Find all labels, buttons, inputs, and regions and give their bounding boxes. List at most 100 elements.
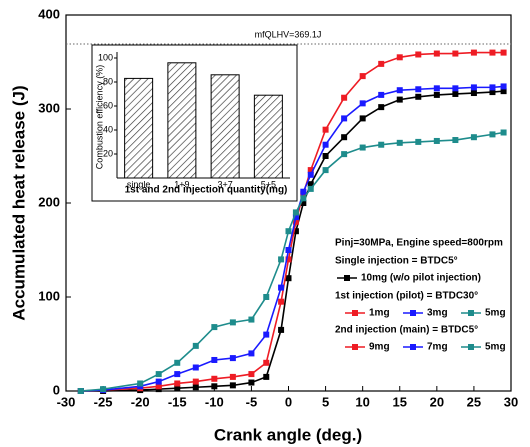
legend-label: 1mg <box>369 308 390 319</box>
marker <box>415 86 422 93</box>
inset-y-tick-label: 80 <box>103 76 113 86</box>
marker <box>489 89 496 96</box>
inset-x-tick-label: 5+5 <box>261 179 276 189</box>
marker <box>263 359 270 366</box>
marker <box>452 50 459 57</box>
marker <box>396 87 403 94</box>
x-axis-label: Crank angle (deg.) <box>214 425 362 444</box>
marker <box>433 137 440 144</box>
reference-label: mfQLHV=369.1J <box>255 29 322 39</box>
marker <box>452 85 459 92</box>
marker <box>378 141 385 148</box>
marker <box>174 371 181 378</box>
x-tick-label: 10 <box>355 394 369 409</box>
bar <box>210 74 240 179</box>
legend-label: 3mg <box>427 308 448 319</box>
marker <box>341 151 348 158</box>
marker <box>248 316 255 323</box>
marker <box>155 378 162 385</box>
inset-y-tick-label: 20 <box>103 148 113 158</box>
marker <box>396 96 403 103</box>
x-tick-label: 5 <box>322 394 329 409</box>
x-tick-label: -20 <box>131 394 150 409</box>
inset-y-tick-label: 40 <box>103 124 113 134</box>
marker <box>415 93 422 100</box>
marker <box>322 141 329 148</box>
marker <box>174 380 181 387</box>
marker <box>300 200 307 206</box>
marker <box>500 129 507 136</box>
marker <box>278 256 285 263</box>
y-tick-label: 0 <box>53 382 60 397</box>
marker <box>292 218 299 225</box>
marker <box>470 84 477 91</box>
bar <box>124 77 154 179</box>
marker <box>378 91 385 98</box>
marker <box>229 373 236 380</box>
marker <box>341 94 348 101</box>
x-tick-label: 0 <box>285 394 292 409</box>
marker <box>248 350 255 357</box>
series-line <box>80 90 504 392</box>
marker <box>500 83 507 90</box>
marker <box>322 153 329 159</box>
legend-key <box>468 310 474 316</box>
legend-label: 10mg (w/o pilot injection) <box>361 273 481 284</box>
y-tick-label: 400 <box>38 6 60 21</box>
marker <box>285 228 292 235</box>
x-tick-label: 30 <box>504 394 518 409</box>
legend-key <box>344 275 350 281</box>
marker <box>415 138 422 145</box>
marker <box>307 185 314 192</box>
legend-label: 5mg <box>485 308 506 319</box>
y-axis-label: Accumulated heat release (J) <box>9 85 28 320</box>
inset-x-label: 1st and 2nd injection quantity(mg) <box>125 185 288 196</box>
x-tick-label: -5 <box>246 394 258 409</box>
marker <box>359 115 366 122</box>
legend-key <box>410 310 416 316</box>
marker <box>433 91 440 98</box>
bar <box>253 94 283 179</box>
legend-title: 2nd injection (main) = BTDC5° <box>335 325 478 336</box>
y-tick-label: 100 <box>38 288 60 303</box>
annotation: Pinj=30MPa, Engine speed=800rpm <box>335 238 503 249</box>
marker <box>211 324 218 331</box>
legend-label: 7mg <box>427 342 448 353</box>
marker <box>341 134 348 141</box>
x-tick-label: 15 <box>393 394 407 409</box>
marker <box>278 326 285 333</box>
legend-label: 5mg <box>485 342 506 353</box>
marker <box>211 375 218 382</box>
marker <box>378 60 385 67</box>
marker <box>322 167 329 174</box>
marker <box>489 131 496 138</box>
marker <box>263 373 270 380</box>
marker <box>77 388 84 394</box>
marker <box>470 49 477 56</box>
marker <box>470 134 477 141</box>
x-tick-label: -25 <box>94 394 113 409</box>
marker <box>285 247 292 253</box>
marker <box>174 359 181 366</box>
series-line <box>80 51 504 392</box>
marker <box>263 331 270 338</box>
inset-x-tick-label: 3+7 <box>217 179 232 189</box>
inset-x-tick-label: 1+9 <box>174 179 189 189</box>
marker <box>452 90 459 97</box>
marker <box>359 144 366 151</box>
marker <box>341 115 348 122</box>
x-tick-label: -30 <box>57 394 76 409</box>
marker <box>278 298 285 305</box>
marker <box>307 171 314 178</box>
marker <box>322 126 329 133</box>
marker <box>433 85 440 92</box>
marker <box>155 383 162 390</box>
legend-key <box>468 344 474 350</box>
marker <box>248 371 255 378</box>
marker <box>433 50 440 57</box>
marker <box>359 73 366 80</box>
marker <box>211 383 218 390</box>
marker <box>229 355 236 362</box>
marker <box>248 379 255 386</box>
legend-title: Single injection = BTDC5° <box>335 256 458 267</box>
